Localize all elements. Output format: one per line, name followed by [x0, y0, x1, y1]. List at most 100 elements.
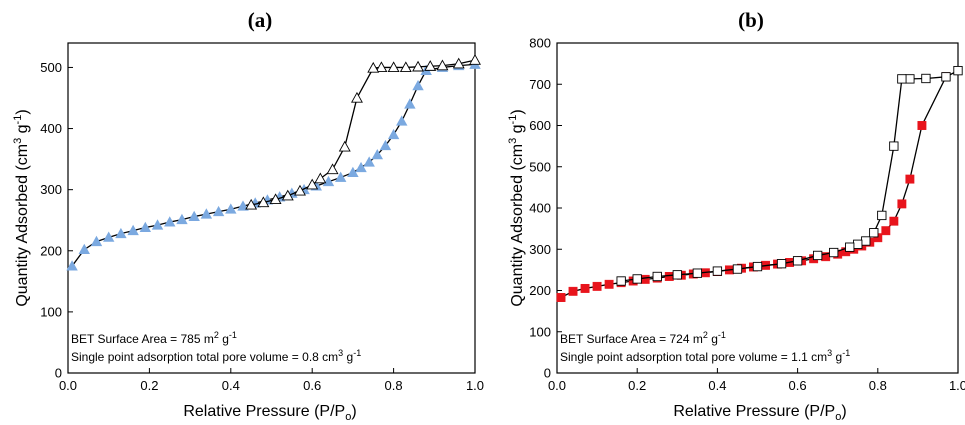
- panel-b-x-tick-label: 0.0: [548, 378, 566, 393]
- panel-a-y-tick-label: 0: [55, 366, 62, 381]
- svg-text:Quantity Adsorbed (cm3 g-1): Quantity Adsorbed (cm3 g-1): [12, 109, 31, 306]
- panel-a-plot-frame: [67, 42, 476, 374]
- panel-b-y-tick-label: 800: [529, 36, 551, 51]
- panel-a-y-tick-label: 500: [40, 60, 62, 75]
- panel-b-adsorption-point: [604, 279, 614, 289]
- panel-b-y-tick-label: 400: [529, 201, 551, 216]
- panel-b-desorption-point: [853, 239, 863, 249]
- panel-a: (a) Quantity Adsorbed (cm3 g-1) Relative…: [12, 8, 484, 423]
- panel-b-desorption-point: [869, 228, 879, 238]
- panel-b-adsorption-point: [905, 174, 915, 184]
- panel-b-ylabel: Quantity Adsorbed (cm3 g-1): [507, 109, 526, 306]
- panel-b-desorption-point: [921, 73, 931, 84]
- panel-a-adsorption-point: [396, 115, 408, 126]
- panel-b-y-tick-label: 500: [529, 159, 551, 174]
- panel-a-desorption-point: [399, 61, 412, 73]
- panel-a-adsorption-point: [404, 98, 416, 109]
- panel-a-desorption-point: [245, 198, 258, 210]
- panel-b-y-tick-label: 300: [529, 242, 551, 257]
- panel-b-desorption-point: [692, 268, 703, 278]
- panel-a-adsorption-point: [151, 219, 164, 230]
- panel-a-annotation: BET Surface Area = 785 m2 g-1 Single poi…: [71, 330, 361, 364]
- panel-a-adsorption-point: [322, 175, 335, 187]
- panel-a-desorption-point: [257, 196, 270, 208]
- panel-a-adsorption-point: [115, 227, 127, 239]
- panel-a-adsorption-point: [412, 79, 424, 91]
- panel-a-adsorption-point: [334, 171, 347, 182]
- panel-a-adsorption-point: [379, 139, 392, 151]
- panel-b-y-tick-label: 200: [529, 283, 551, 298]
- panel-a-desorption-point: [436, 59, 449, 71]
- panel-a-adsorption-point: [225, 203, 237, 214]
- panel-a-x-tick-label: 0.8: [385, 378, 403, 393]
- panel-a-adsorption-point: [200, 208, 213, 219]
- panel-a-desorption-point: [294, 184, 306, 196]
- panel-b-adsorption-point: [592, 281, 602, 291]
- panel-a-desorption-point: [387, 61, 400, 73]
- panel-b-x-tick-label: 0.4: [708, 378, 726, 393]
- panel-b-label: (b): [738, 8, 764, 32]
- panel-a-y-tick-label: 200: [40, 243, 62, 258]
- panel-b-desorption-point: [861, 236, 871, 246]
- panel-a-adsorption-point: [78, 243, 90, 255]
- panel-a-x-tick-label: 0.2: [140, 378, 158, 393]
- panel-a-desorption-point: [314, 172, 327, 184]
- panel-a-adsorption-point: [387, 128, 400, 140]
- panel-b-y-tick-label: 700: [529, 77, 551, 92]
- panel-a-adsorption-point: [139, 221, 152, 233]
- panel-b-desorption-point: [652, 271, 662, 282]
- panel-b-desorption-point: [732, 264, 743, 274]
- panel-b-y-tick-label: 0: [544, 366, 551, 381]
- panel-a-adsorption-point: [102, 231, 115, 242]
- panel-b-desorption-point: [829, 247, 839, 258]
- panel-b-adsorption-point: [556, 293, 566, 302]
- svg-text:Single point adsorption total: Single point adsorption total pore volum…: [560, 348, 850, 364]
- panel-b-x-tick-label: 0.6: [789, 378, 807, 393]
- panel-b-desorption-point: [889, 141, 899, 151]
- panel-b: (b) Quantity Adsorbed (cm3 g-1) Relative…: [507, 8, 965, 423]
- panel-b-adsorption-point: [881, 226, 891, 236]
- panel-a-adsorption-point: [127, 224, 139, 236]
- panel-a-desorption-point: [306, 178, 319, 190]
- panel-b-desorption-point: [616, 276, 626, 286]
- svg-text:Relative Pressure (P/Po): Relative Pressure (P/Po): [183, 403, 356, 423]
- panel-b-desorption-point: [712, 266, 723, 276]
- panel-b-adsorption-point: [568, 286, 578, 296]
- panel-a-desorption-point: [412, 60, 424, 72]
- panel-a-desorption-point: [326, 163, 339, 175]
- panel-a-desorption-point: [375, 61, 388, 73]
- svg-text:BET Surface Area = 785 m2 g-1: BET Surface Area = 785 m2 g-1: [71, 330, 237, 346]
- panel-b-desorption-point: [672, 270, 682, 280]
- panel-a-y-tick-label: 300: [40, 182, 62, 197]
- panel-a-x-tick-label: 1.0: [466, 378, 484, 393]
- panel-b-adsorption-point: [664, 272, 674, 281]
- panel-a-y-tick-label: 100: [40, 304, 62, 319]
- panel-b-adsorption-point: [580, 283, 590, 293]
- svg-text:Single point adsorption total: Single point adsorption total pore volum…: [71, 348, 361, 364]
- panel-a-adsorption-point: [176, 213, 188, 225]
- panel-a-desorption-line: [251, 59, 476, 206]
- panel-b-adsorption-point: [897, 199, 907, 209]
- panel-b-annotation: BET Surface Area = 724 m2 g-1 Single poi…: [560, 330, 850, 364]
- panel-a-adsorption-point: [188, 210, 200, 222]
- panel-a-desorption-point: [338, 140, 351, 152]
- panel-a-x-tick-label: 0.4: [222, 378, 240, 393]
- panel-b-y-tick-label: 100: [529, 324, 551, 339]
- panel-b-desorption-point: [953, 65, 963, 76]
- panel-b-adsorption-point: [889, 216, 899, 226]
- panel-b-desorption-point: [845, 242, 855, 252]
- panel-a-label: (a): [248, 8, 273, 32]
- panel-b-adsorption-point: [640, 274, 650, 284]
- panel-a-adsorption-point: [371, 149, 384, 160]
- panel-a-x-tick-label: 0.6: [303, 378, 321, 393]
- panel-b-x-tick-label: 0.8: [869, 378, 887, 393]
- panel-a-desorption-point: [281, 189, 294, 201]
- panel-b-x-tick-label: 0.2: [628, 378, 646, 393]
- panel-a-adsorption-point: [90, 235, 103, 247]
- panel-b-y-tick-label: 600: [529, 118, 551, 133]
- panel-a-desorption-point: [424, 60, 437, 71]
- panel-a-adsorption-point: [355, 161, 367, 173]
- panel-a-adsorption-point: [164, 216, 176, 227]
- panel-a-adsorption-point: [66, 260, 78, 271]
